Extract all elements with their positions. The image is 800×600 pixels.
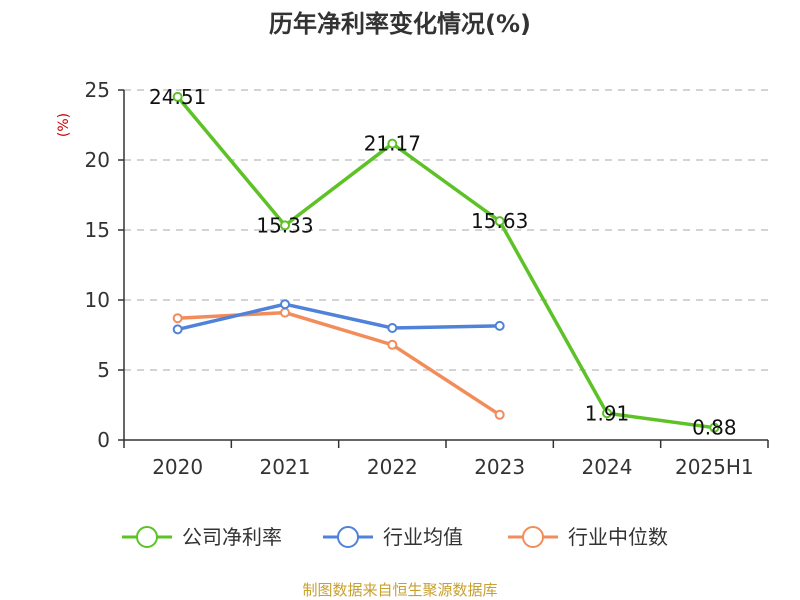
series-0-point-1 xyxy=(280,220,290,231)
series-0-point-2 xyxy=(387,138,398,149)
legend-marker-0 xyxy=(136,526,158,548)
x-tick-label-1: 2021 xyxy=(260,455,311,479)
series-1-point-0 xyxy=(172,324,183,335)
legend-label-2: 行业中位数 xyxy=(568,525,668,549)
x-tick-label-3: 2023 xyxy=(474,455,525,479)
series-lines xyxy=(172,91,720,433)
y-tick-label-2: 10 xyxy=(85,288,110,312)
data-label-5: 0.88 xyxy=(692,416,737,440)
data-label-0: 24.51 xyxy=(149,85,206,109)
y-tick-label-0: 0 xyxy=(97,428,110,452)
x-tick-label-5: 2025H1 xyxy=(675,455,754,479)
series-1-point-1 xyxy=(280,299,290,310)
series-2-point-2 xyxy=(387,339,398,350)
legend: 公司净利率 行业均值 行业中位数 xyxy=(122,525,668,549)
series-2-point-0 xyxy=(172,313,183,324)
series-1-point-2 xyxy=(387,323,398,333)
series-1-point-3 xyxy=(494,320,505,331)
axes: 0 5 10 15 20 25 2020 2021 2022 2023 2024 2025H1 xyxy=(85,78,769,479)
series-line-1 xyxy=(177,302,500,332)
data-label-4: 1.91 xyxy=(585,401,630,425)
y-tick-label-5: 25 xyxy=(85,78,110,102)
series-0-point-4 xyxy=(602,408,612,419)
legend-marker-2 xyxy=(522,526,544,548)
y-tick-label-4: 20 xyxy=(85,148,110,172)
x-tick-label-0: 2020 xyxy=(152,455,203,479)
series-0-point-0 xyxy=(172,91,183,102)
series-2-point-1 xyxy=(280,307,290,318)
legend-marker-1 xyxy=(337,526,359,548)
chart-title: 历年净利率变化情况(%) xyxy=(269,10,531,38)
legend-label-0: 公司净利率 xyxy=(182,525,282,549)
x-tick-label-4: 2024 xyxy=(582,455,633,479)
y-tick-label-3: 15 xyxy=(85,218,110,242)
series-0-point-5 xyxy=(709,422,720,433)
data-label-2: 21.17 xyxy=(364,132,421,156)
y-tick-label-1: 5 xyxy=(97,358,110,382)
data-label-1: 15.33 xyxy=(256,213,313,237)
x-tick-label-2: 2022 xyxy=(367,455,418,479)
legend-label-1: 行业均值 xyxy=(383,525,463,549)
series-line-0 xyxy=(176,95,715,430)
y-axis-unit: (%) xyxy=(56,113,72,137)
source-note: 制图数据来自恒生聚源数据库 xyxy=(302,581,497,599)
data-label-3: 15.63 xyxy=(471,209,528,233)
series-0-point-3 xyxy=(494,216,505,227)
series-2-point-3 xyxy=(494,409,505,420)
data-labels: 24.51 15.33 21.17 15.63 1.91 0.88 xyxy=(149,85,737,440)
